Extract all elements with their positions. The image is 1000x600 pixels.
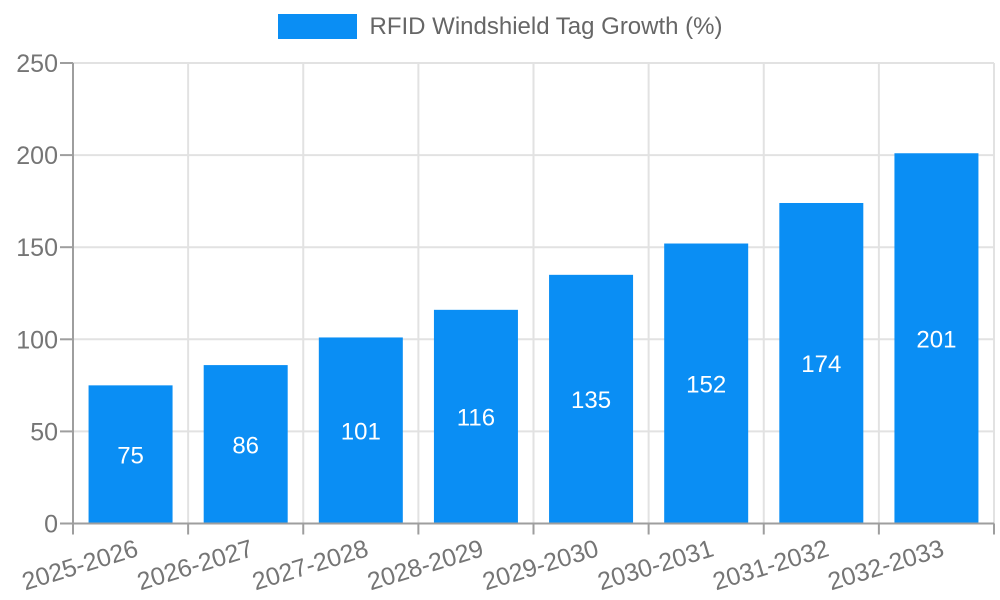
x-tick-label: 2031-2032 xyxy=(710,534,833,596)
legend-item-series[interactable]: RFID Windshield Tag Growth (%) xyxy=(277,12,723,40)
y-tick-label: 50 xyxy=(30,418,58,446)
bar-value-label: 174 xyxy=(801,351,841,378)
x-tick-label: 2025-2026 xyxy=(19,534,142,596)
bar-value-label: 135 xyxy=(571,387,611,414)
x-tick-label: 2028-2029 xyxy=(364,534,487,596)
bar-value-label: 116 xyxy=(457,405,495,432)
y-tick-label: 100 xyxy=(16,326,58,354)
bar xyxy=(894,153,979,524)
y-tick-label: 150 xyxy=(16,234,58,262)
y-tick-label: 250 xyxy=(16,50,58,78)
bar xyxy=(779,202,864,524)
bar-value-label: 101 xyxy=(341,418,381,445)
bar xyxy=(318,337,403,524)
y-tick-label: 0 xyxy=(44,511,58,539)
legend-series-label: RFID Windshield Tag Growth (%) xyxy=(369,12,723,40)
bar xyxy=(88,385,173,524)
x-tick-label: 2030-2031 xyxy=(594,534,717,596)
bar xyxy=(549,274,634,524)
bar-value-label: 152 xyxy=(686,372,726,399)
x-tick-label: 2027-2028 xyxy=(249,534,372,596)
bar-value-label: 75 xyxy=(117,442,144,469)
bar-value-label: 86 xyxy=(232,432,259,459)
legend-swatch xyxy=(277,14,357,39)
x-tick-label: 2026-2027 xyxy=(134,534,257,596)
bar xyxy=(664,243,749,524)
x-tick-label: 2032-2033 xyxy=(825,534,948,596)
y-tick-label: 200 xyxy=(16,142,58,170)
chart-legend: RFID Windshield Tag Growth (%) xyxy=(0,14,1000,39)
bar xyxy=(203,365,288,524)
bar xyxy=(433,309,518,524)
bar-value-label: 201 xyxy=(916,326,956,353)
x-tick-label: 2029-2030 xyxy=(479,534,602,596)
